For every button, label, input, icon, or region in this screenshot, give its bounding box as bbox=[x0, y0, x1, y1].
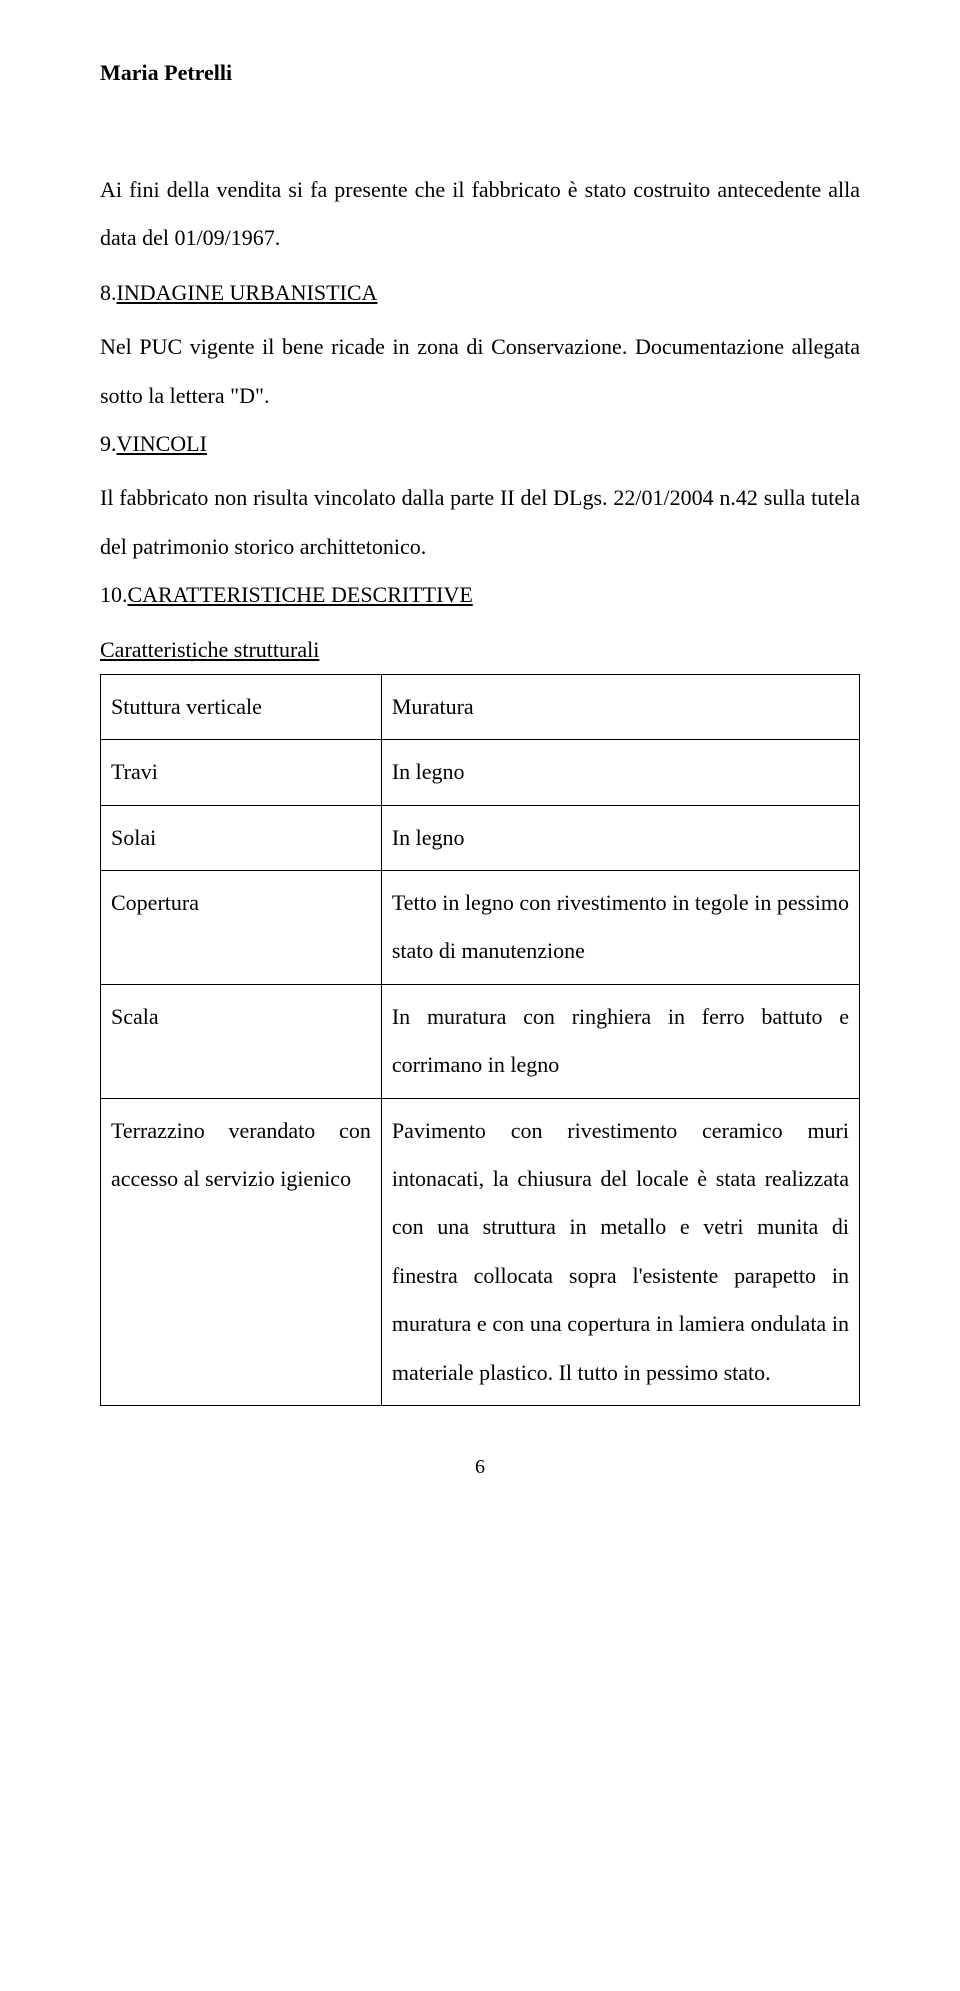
table-cell-value: In legno bbox=[381, 740, 859, 805]
table-cell-value: Muratura bbox=[381, 674, 859, 739]
section-10-title: CARATTERISTICHE DESCRITTIVE bbox=[128, 582, 473, 607]
table-cell-label: Copertura bbox=[101, 871, 382, 985]
section-8: 8.INDAGINE URBANISTICA bbox=[100, 269, 860, 317]
table-cell-label: Scala bbox=[101, 984, 382, 1098]
table-row: Scala In muratura con ringhiera in ferro… bbox=[101, 984, 860, 1098]
section-8-title: INDAGINE URBANISTICA bbox=[117, 280, 378, 305]
page-number: 6 bbox=[100, 1456, 860, 1479]
table-cell-label: Solai bbox=[101, 805, 382, 870]
section-9-paragraph: Il fabbricato non risulta vincolato dall… bbox=[100, 474, 860, 571]
author-name: Maria Petrelli bbox=[100, 60, 860, 86]
table-cell-label: Travi bbox=[101, 740, 382, 805]
section-10-number: 10. bbox=[100, 582, 128, 607]
table-row: Travi In legno bbox=[101, 740, 860, 805]
characteristics-table: Stuttura verticale Muratura Travi In leg… bbox=[100, 674, 860, 1406]
section-9-number: 9. bbox=[100, 431, 117, 456]
section-9: 9.VINCOLI bbox=[100, 420, 860, 468]
table-row: Stuttura verticale Muratura bbox=[101, 674, 860, 739]
document-page: Maria Petrelli Ai fini della vendita si … bbox=[0, 0, 960, 1519]
table-cell-value: In muratura con ringhiera in ferro battu… bbox=[381, 984, 859, 1098]
table-cell-value: In legno bbox=[381, 805, 859, 870]
table-row: Solai In legno bbox=[101, 805, 860, 870]
table-cell-label: Terrazzino verandato con accesso al serv… bbox=[101, 1098, 382, 1405]
table-row: Copertura Tetto in legno con rivestiment… bbox=[101, 871, 860, 985]
table-cell-value: Pavimento con rivestimento ceramico muri… bbox=[381, 1098, 859, 1405]
intro-paragraph: Ai fini della vendita si fa presente che… bbox=[100, 166, 860, 263]
structural-subheading: Caratteristiche strutturali bbox=[100, 626, 860, 674]
section-10: 10.CARATTERISTICHE DESCRITTIVE bbox=[100, 571, 860, 619]
table-cell-value: Tetto in legno con rivestimento in tegol… bbox=[381, 871, 859, 985]
section-8-paragraph: Nel PUC vigente il bene ricade in zona d… bbox=[100, 323, 860, 420]
section-8-number: 8. bbox=[100, 280, 117, 305]
table-row: Terrazzino verandato con accesso al serv… bbox=[101, 1098, 860, 1405]
table-cell-label: Stuttura verticale bbox=[101, 674, 382, 739]
section-9-title: VINCOLI bbox=[117, 431, 207, 456]
